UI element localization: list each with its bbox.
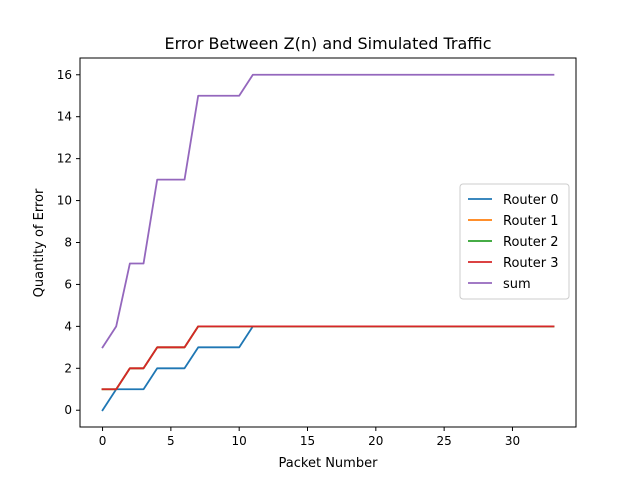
y-axis: 0 2 4 6 8 10 12 14 16 — [57, 68, 80, 417]
x-tick-label: 15 — [300, 434, 315, 448]
legend-label-0: Router 0 — [503, 193, 559, 208]
x-tick-label: 30 — [505, 434, 520, 448]
legend-label-3: Router 3 — [503, 256, 559, 271]
y-tick-label: 10 — [57, 194, 72, 208]
y-tick-label: 8 — [64, 236, 72, 250]
x-tick-label: 25 — [437, 434, 452, 448]
y-tick-label: 2 — [64, 361, 72, 375]
x-tick-label: 10 — [232, 434, 247, 448]
y-tick-label: 16 — [57, 68, 72, 82]
series-layer — [101, 73, 555, 412]
legend-box — [459, 183, 570, 300]
x-axis: 0 5 10 15 20 25 30 — [99, 427, 520, 448]
y-tick-label: 0 — [64, 403, 72, 417]
y-tick-label: 12 — [57, 152, 72, 166]
y-tick-label: 4 — [64, 319, 72, 333]
y-tick-label: 14 — [57, 110, 72, 124]
y-axis-label: Quantity of Error — [32, 188, 47, 297]
x-tick-label: 5 — [167, 434, 175, 448]
x-axis-label: Packet Number — [279, 456, 379, 471]
legend-label-1: Router 1 — [503, 214, 559, 229]
series-line-4 — [101, 73, 555, 349]
y-tick-label: 6 — [64, 277, 72, 291]
x-tick-label: 0 — [99, 434, 107, 448]
chart-title: Error Between Z(n) and Simulated Traffic — [164, 34, 491, 53]
legend-label-4: sum — [503, 277, 531, 292]
legend-label-2: Router 2 — [503, 235, 559, 250]
legend: Router 0 Router 1 Router 2 Router 3 sum — [459, 183, 570, 300]
x-tick-label: 20 — [368, 434, 383, 448]
series-line-3 — [101, 325, 555, 391]
